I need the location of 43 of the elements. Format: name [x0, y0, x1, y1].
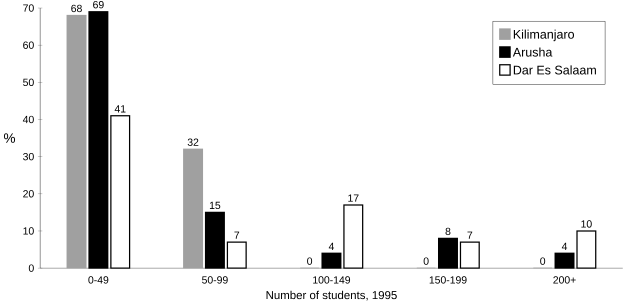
- x-tick-label: 150-199: [430, 276, 467, 284]
- legend-label: Dar Es Salaam: [514, 65, 596, 75]
- y-tick-label: 40: [22, 116, 34, 124]
- bar: [204, 212, 225, 269]
- y-axis-title: %: [4, 133, 16, 143]
- y-tick-label: 30: [23, 152, 34, 160]
- data-label: 7: [467, 232, 472, 239]
- legend-label: Arusha: [512, 47, 552, 57]
- y-tick-label: 20: [23, 190, 34, 198]
- data-label: 32: [188, 138, 198, 146]
- y-tick-label: 50: [23, 78, 34, 86]
- y-tick-label: 0: [28, 264, 34, 272]
- data-label: 0: [540, 257, 546, 265]
- bar: [66, 14, 87, 269]
- bar: [554, 252, 575, 269]
- legend-label: Kilimanjaro: [514, 30, 574, 42]
- x-tick-label: 200+: [553, 276, 576, 284]
- y-tick-label: 10: [23, 227, 34, 235]
- x-tick-label: 0-49: [88, 276, 108, 284]
- bar: [460, 241, 480, 269]
- data-label: 4: [328, 242, 334, 250]
- bar: [576, 230, 596, 269]
- x-tick-label: 100-149: [313, 276, 350, 284]
- data-label: 41: [114, 105, 126, 112]
- data-label: 7: [234, 232, 240, 239]
- bar: [321, 252, 342, 269]
- data-label: 10: [581, 220, 592, 228]
- y-tick-label: 60: [23, 42, 34, 49]
- x-axis-title: Number of students, 1995: [266, 290, 397, 301]
- data-label: 0: [307, 257, 312, 265]
- bar: [343, 204, 364, 269]
- data-label: 68: [71, 4, 82, 12]
- bar: [438, 238, 458, 269]
- x-tick-label: 50-99: [202, 276, 228, 284]
- data-label: 15: [210, 202, 220, 210]
- data-label: 17: [348, 194, 359, 202]
- data-label: 69: [93, 1, 104, 8]
- y-tick-label: 70: [23, 4, 34, 12]
- data-label: 0: [424, 257, 429, 265]
- bar: [226, 241, 247, 269]
- data-label: 8: [446, 228, 450, 236]
- bar: [183, 148, 204, 269]
- data-label: 4: [562, 242, 568, 250]
